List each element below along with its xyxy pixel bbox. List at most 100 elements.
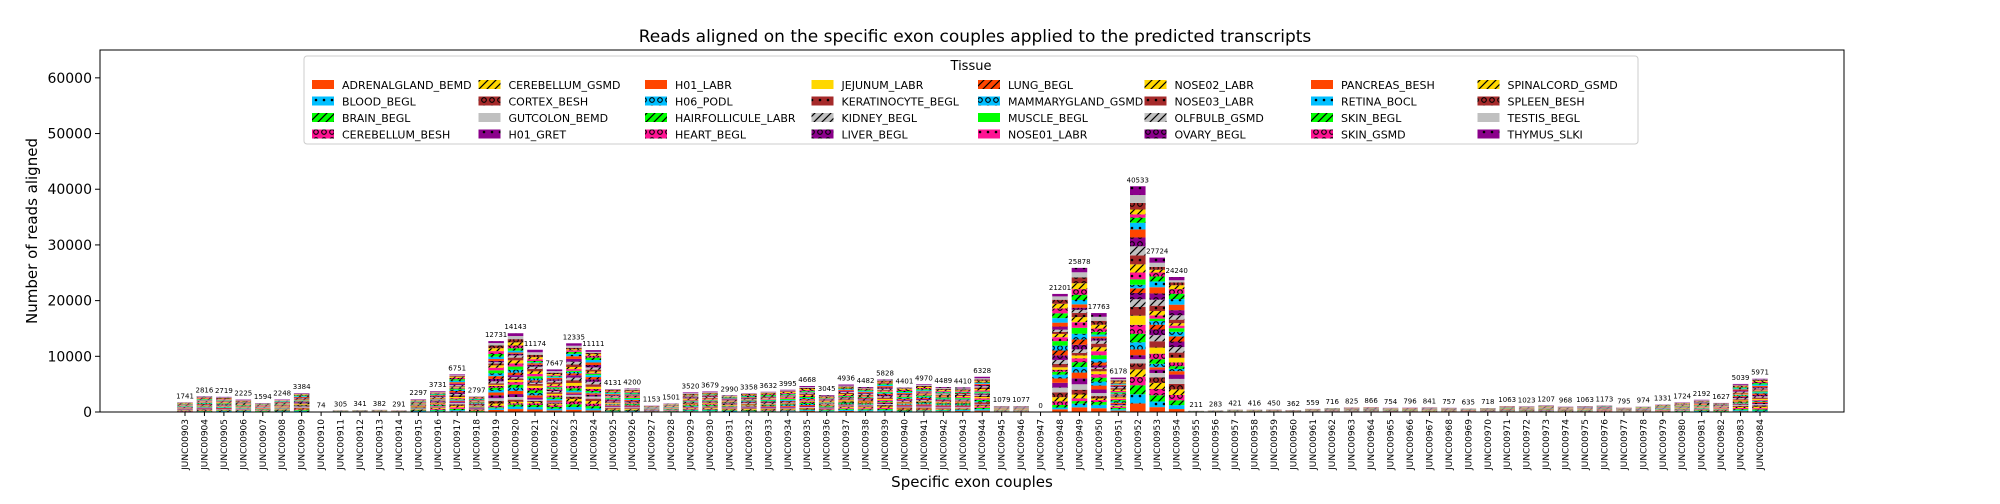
bar-segment <box>683 409 699 410</box>
bar-segment <box>819 410 835 411</box>
bar-segment <box>216 404 232 405</box>
bar-segment <box>294 401 310 402</box>
bar-segment <box>1052 372 1068 375</box>
bar-segment <box>877 382 893 383</box>
bar-segment <box>1072 395 1088 399</box>
bar-segment <box>1091 369 1107 371</box>
bar-segment <box>974 388 990 389</box>
bar-JUNC00911: 305 <box>333 400 349 412</box>
bar-segment <box>1072 289 1088 295</box>
bar-segment <box>1130 377 1146 385</box>
bar-total-label: 450 <box>1267 399 1280 407</box>
bar-segment <box>566 356 582 359</box>
bar-segment <box>1130 214 1146 217</box>
bar-segment <box>586 352 602 353</box>
bar-segment <box>1733 404 1749 405</box>
bar-segment <box>469 409 485 410</box>
bar-segment <box>566 407 582 410</box>
bar-segment <box>780 405 796 406</box>
bar-JUNC00940: 4401 <box>896 377 914 412</box>
bar-segment <box>1072 304 1088 307</box>
bar-segment <box>683 398 699 399</box>
bar-segment <box>1072 313 1088 317</box>
bar-segment <box>780 409 796 410</box>
bar-segment <box>838 394 854 395</box>
bar-segment <box>799 404 815 405</box>
bar-JUNC00947: 0 <box>1038 402 1042 410</box>
bar-segment <box>838 388 854 389</box>
bar-segment <box>488 351 504 354</box>
bar-JUNC00938: 4482 <box>857 377 875 412</box>
bar-segment <box>1733 396 1749 397</box>
bar-segment <box>1111 392 1127 393</box>
bar-segment <box>936 409 952 410</box>
legend-swatch <box>479 80 501 89</box>
legend-swatch <box>1145 113 1167 122</box>
x-tick-label: JUNC00946 <box>1017 419 1027 471</box>
bar-segment <box>722 401 738 402</box>
bar-segment <box>1111 399 1127 400</box>
bar-segment <box>799 386 815 387</box>
bar-segment <box>722 400 738 401</box>
bar-segment <box>722 404 738 405</box>
bar-segment <box>780 411 796 412</box>
bar-segment <box>722 409 738 410</box>
bar-segment <box>449 406 465 408</box>
bar-segment <box>858 400 874 401</box>
bar-segment <box>858 396 874 397</box>
bar-segment <box>586 371 602 372</box>
bar-segment <box>1149 293 1165 299</box>
bar-segment <box>1091 405 1107 408</box>
bar-segment <box>624 402 640 403</box>
bar-segment <box>1072 398 1088 401</box>
bar-JUNC00916: 3731 <box>429 381 447 412</box>
bar-segment <box>1091 393 1107 396</box>
bar-segment <box>974 406 990 407</box>
bar-segment <box>1072 339 1088 344</box>
bar-segment <box>586 401 602 404</box>
bar-segment <box>819 402 835 403</box>
bar-segment <box>624 397 640 398</box>
bar-segment <box>974 393 990 394</box>
bar-segment <box>1072 317 1088 322</box>
bar-segment <box>780 390 796 391</box>
bar-JUNC00955: 211 <box>1188 401 1204 412</box>
bar-segment <box>1111 384 1127 385</box>
bar-JUNC00961: 559 <box>1305 399 1321 412</box>
bar-segment <box>897 388 913 389</box>
bar-total-label: 1077 <box>1012 396 1030 404</box>
bar-segment <box>1752 384 1768 385</box>
bar-segment <box>916 398 932 399</box>
legend-swatch <box>312 97 334 106</box>
bar-JUNC00968: 757 <box>1441 398 1457 412</box>
bar-segment <box>449 378 465 379</box>
bar-segment <box>430 400 446 401</box>
bar-segment <box>916 402 932 403</box>
bar-segment <box>1752 398 1768 399</box>
bar-segment <box>216 403 232 404</box>
bar-segment <box>1733 410 1749 411</box>
bar-segment <box>1052 350 1068 355</box>
bar-segment <box>1733 402 1749 403</box>
bar-segment <box>586 387 602 389</box>
bar-segment <box>624 405 640 406</box>
bar-segment <box>508 367 524 370</box>
bar-total-label: 1153 <box>643 396 661 404</box>
bar-segment <box>780 394 796 395</box>
bar-total-label: 283 <box>1209 400 1222 408</box>
bar-segment <box>586 406 602 408</box>
legend-swatch <box>479 113 501 122</box>
bar-segment <box>877 402 893 403</box>
bar-segment <box>1111 394 1127 395</box>
bar-segment <box>1752 389 1768 390</box>
bar-segment <box>1130 203 1146 210</box>
bar-segment <box>508 402 524 404</box>
bar-segment <box>488 348 504 351</box>
bar-segment <box>1130 223 1146 230</box>
bar-segment <box>838 387 854 388</box>
bar-segment <box>197 403 213 404</box>
bar-segment <box>566 388 582 390</box>
bar-segment <box>897 393 913 394</box>
bar-segment <box>761 403 777 404</box>
